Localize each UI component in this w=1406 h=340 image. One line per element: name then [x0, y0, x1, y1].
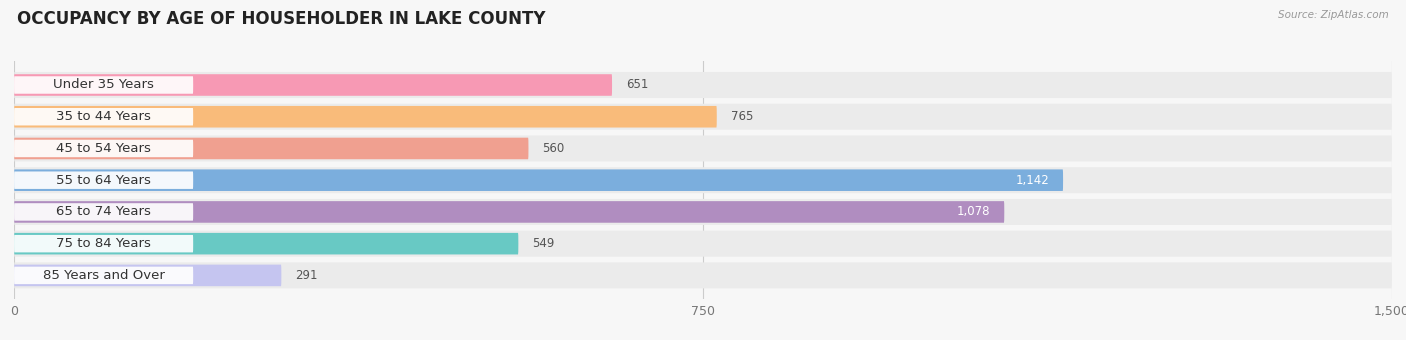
FancyBboxPatch shape [14, 108, 193, 125]
FancyBboxPatch shape [14, 106, 717, 128]
FancyBboxPatch shape [14, 140, 193, 157]
FancyBboxPatch shape [14, 265, 281, 286]
FancyBboxPatch shape [14, 233, 519, 254]
Text: 45 to 54 Years: 45 to 54 Years [56, 142, 150, 155]
Text: Source: ZipAtlas.com: Source: ZipAtlas.com [1278, 10, 1389, 20]
FancyBboxPatch shape [14, 104, 1392, 130]
Text: 55 to 64 Years: 55 to 64 Years [56, 174, 150, 187]
Text: 1,078: 1,078 [957, 205, 990, 218]
FancyBboxPatch shape [14, 199, 1392, 225]
FancyBboxPatch shape [14, 231, 1392, 257]
FancyBboxPatch shape [14, 138, 529, 159]
FancyBboxPatch shape [14, 135, 1392, 161]
Text: 549: 549 [531, 237, 554, 250]
Text: 75 to 84 Years: 75 to 84 Years [56, 237, 150, 250]
FancyBboxPatch shape [14, 262, 1392, 288]
Text: 765: 765 [731, 110, 754, 123]
FancyBboxPatch shape [14, 171, 193, 189]
Text: 651: 651 [626, 79, 648, 91]
Text: 291: 291 [295, 269, 318, 282]
Text: 1,142: 1,142 [1015, 174, 1049, 187]
FancyBboxPatch shape [14, 235, 193, 252]
FancyBboxPatch shape [14, 72, 1392, 98]
FancyBboxPatch shape [14, 203, 193, 221]
FancyBboxPatch shape [14, 76, 193, 94]
Text: OCCUPANCY BY AGE OF HOUSEHOLDER IN LAKE COUNTY: OCCUPANCY BY AGE OF HOUSEHOLDER IN LAKE … [17, 10, 546, 28]
Text: 560: 560 [543, 142, 564, 155]
FancyBboxPatch shape [14, 201, 1004, 223]
Text: Under 35 Years: Under 35 Years [53, 79, 155, 91]
Text: 85 Years and Over: 85 Years and Over [42, 269, 165, 282]
FancyBboxPatch shape [14, 169, 1063, 191]
FancyBboxPatch shape [14, 267, 193, 284]
FancyBboxPatch shape [14, 74, 612, 96]
FancyBboxPatch shape [14, 167, 1392, 193]
Text: 35 to 44 Years: 35 to 44 Years [56, 110, 150, 123]
Text: 65 to 74 Years: 65 to 74 Years [56, 205, 150, 218]
